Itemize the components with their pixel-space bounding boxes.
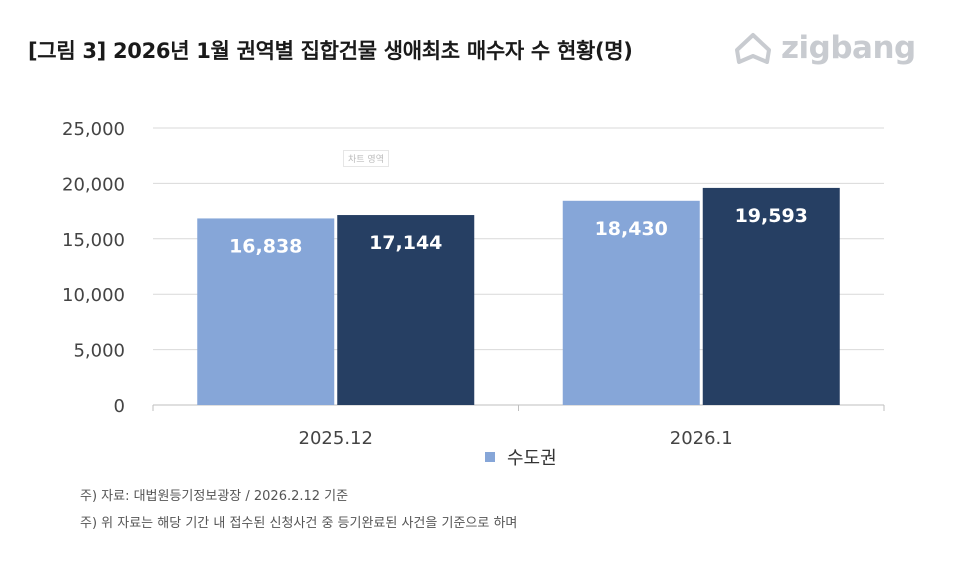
y-tick-label: 10,000 [62, 285, 125, 306]
data-label: 18,430 [595, 218, 668, 240]
legend-swatch-series1 [485, 452, 495, 462]
legend: 수도권 [485, 444, 557, 470]
x-tick-label: 2025.12 [299, 428, 373, 449]
chart-title: [그림 3] 2026년 1월 권역별 집합건물 생애최초 매수자 수 현황(명… [28, 39, 633, 63]
y-tick-label: 5,000 [73, 341, 125, 362]
y-tick-label: 20,000 [62, 174, 125, 195]
legend-label-series1: 수도권 [507, 448, 557, 469]
y-tick-label: 25,000 [62, 119, 125, 140]
bar-series2 [337, 215, 475, 405]
logo-text: zigbang [781, 30, 916, 66]
zigbang-logo: zigbang [733, 28, 916, 68]
data-label: 19,593 [735, 205, 808, 227]
chart-area-watermark: 차트 영역 [343, 150, 389, 167]
bar-series1 [562, 200, 700, 405]
bar-chart: 0 5,000 10,000 15,000 20,000 25,000 2025.12 16,… [62, 119, 885, 449]
bar-series1 [197, 218, 335, 405]
data-label: 16,838 [229, 235, 302, 257]
y-tick-label: 15,000 [62, 230, 125, 251]
x-tick-label: 2026.1 [670, 428, 733, 449]
y-tick-label: 0 [114, 396, 125, 417]
zigbang-house-icon [735, 33, 771, 64]
data-label: 17,144 [369, 232, 442, 254]
method-note: 주) 위 자료는 해당 기간 내 접수된 신청사건 중 등기완료된 사건을 기준… [80, 516, 518, 531]
bar-series2 [702, 187, 840, 405]
source-note: 주) 자료: 대법원등기정보광장 / 2026.2.12 기준 [80, 489, 349, 504]
